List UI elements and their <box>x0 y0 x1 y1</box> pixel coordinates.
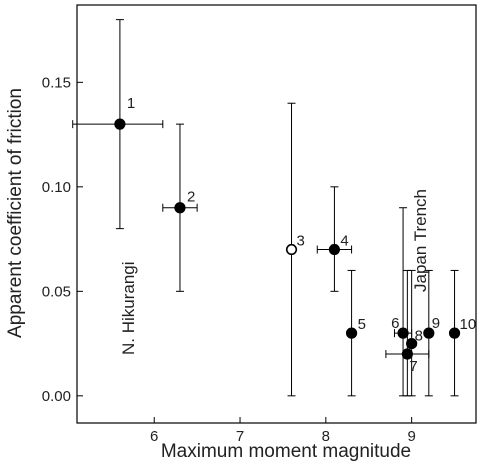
point-label-7: 7 <box>409 358 417 375</box>
data-point-9 <box>423 327 435 339</box>
y-tick-label: 0.10 <box>42 179 71 196</box>
y-tick-label: 0.05 <box>42 283 71 300</box>
data-point-4 <box>328 243 341 256</box>
y-axis-label: Apparent coefficient of friction <box>5 88 26 338</box>
data-point-10 <box>448 327 461 339</box>
y-tick-label: 0.00 <box>42 388 71 405</box>
point-labels: 1 2 3 4 5 6 7 89 10 <box>127 95 476 375</box>
x-axis-label: Maximum moment magnitude <box>161 441 411 462</box>
point-label-5: 5 <box>358 316 366 333</box>
annotation-japan-trench: Japan Trench <box>411 189 430 292</box>
annotation-n-hikurangi: N. Hikurangi <box>119 261 138 355</box>
data-point-8 <box>406 337 418 350</box>
point-label-8: 8 <box>415 328 423 345</box>
point-label-10: 10 <box>460 316 477 333</box>
x-tick-label: 9 <box>407 428 415 445</box>
point-label-9: 9 <box>432 315 440 332</box>
data-point-3 <box>285 243 298 256</box>
data-points <box>114 118 461 360</box>
plot-frame <box>76 4 477 424</box>
data-point-1 <box>114 118 126 130</box>
y-tick-label: 0.15 <box>42 74 71 91</box>
point-label-4: 4 <box>340 233 348 250</box>
data-point-6 <box>397 327 409 339</box>
point-label-3: 3 <box>297 233 305 250</box>
point-label-2: 2 <box>187 189 195 206</box>
point-label-1: 1 <box>127 95 135 112</box>
data-point-2 <box>174 202 186 214</box>
data-point-5 <box>345 327 358 339</box>
x-tick-label: 6 <box>150 428 158 445</box>
data-point-7 <box>401 348 413 360</box>
axes: 6 7 8 90.000.050.100.15 <box>42 4 477 445</box>
x-tick-label: 7 <box>236 428 244 445</box>
x-tick-label: 8 <box>322 428 330 445</box>
point-label-6: 6 <box>391 315 399 332</box>
